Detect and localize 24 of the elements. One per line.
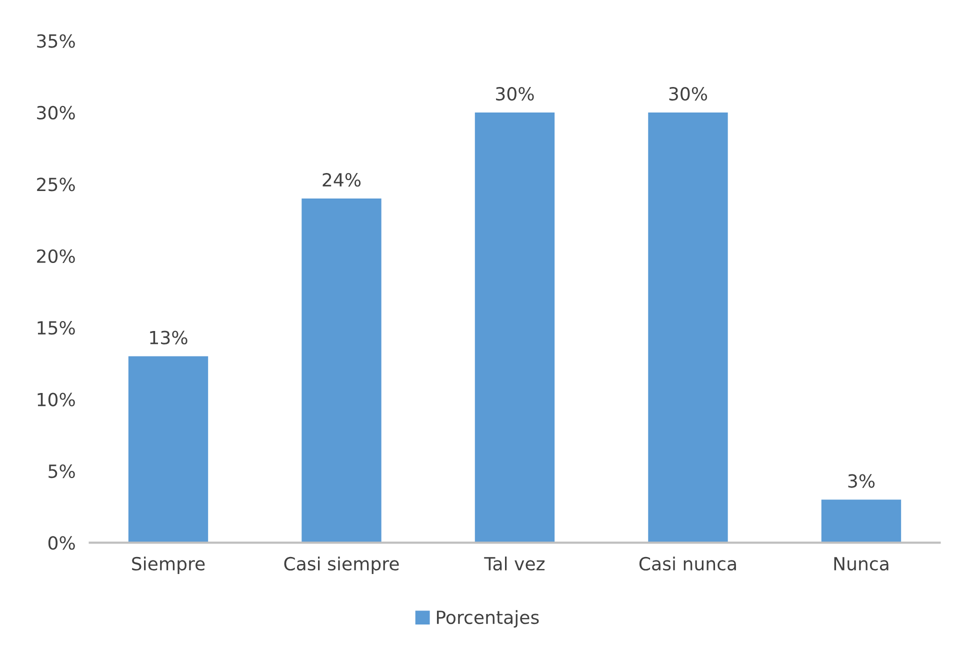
- y-tick-label: 30%: [37, 106, 75, 120]
- y-tick-label: 25%: [37, 178, 75, 192]
- text: 13%: [150, 330, 188, 344]
- x-tick-label: Casi nunca: [639, 556, 736, 571]
- x-tick-label: Casi siempre: [284, 556, 399, 574]
- bar: [821, 500, 902, 543]
- y-tick-label: 0%: [48, 536, 75, 550]
- bar: [302, 198, 382, 543]
- y-tick-label: 15%: [38, 321, 75, 335]
- bar: [648, 112, 728, 543]
- y-tick-label: 20%: [37, 249, 75, 263]
- y-tick-label: 35%: [37, 34, 75, 48]
- x-tick-label: Siempre: [132, 556, 205, 574]
- text: 3%: [848, 474, 875, 488]
- text: 24%: [322, 173, 361, 187]
- bar: [128, 356, 208, 543]
- y-tick-label: 10%: [38, 392, 75, 406]
- x-tick-label: Nunca: [834, 557, 888, 571]
- bar: [474, 112, 555, 543]
- legend-label: Porcentajes: [436, 610, 539, 628]
- x-tick-label: Tal vez: [484, 556, 545, 571]
- text: 30%: [669, 86, 708, 101]
- text: 30%: [496, 86, 534, 101]
- y-tick-label: 5%: [48, 464, 75, 478]
